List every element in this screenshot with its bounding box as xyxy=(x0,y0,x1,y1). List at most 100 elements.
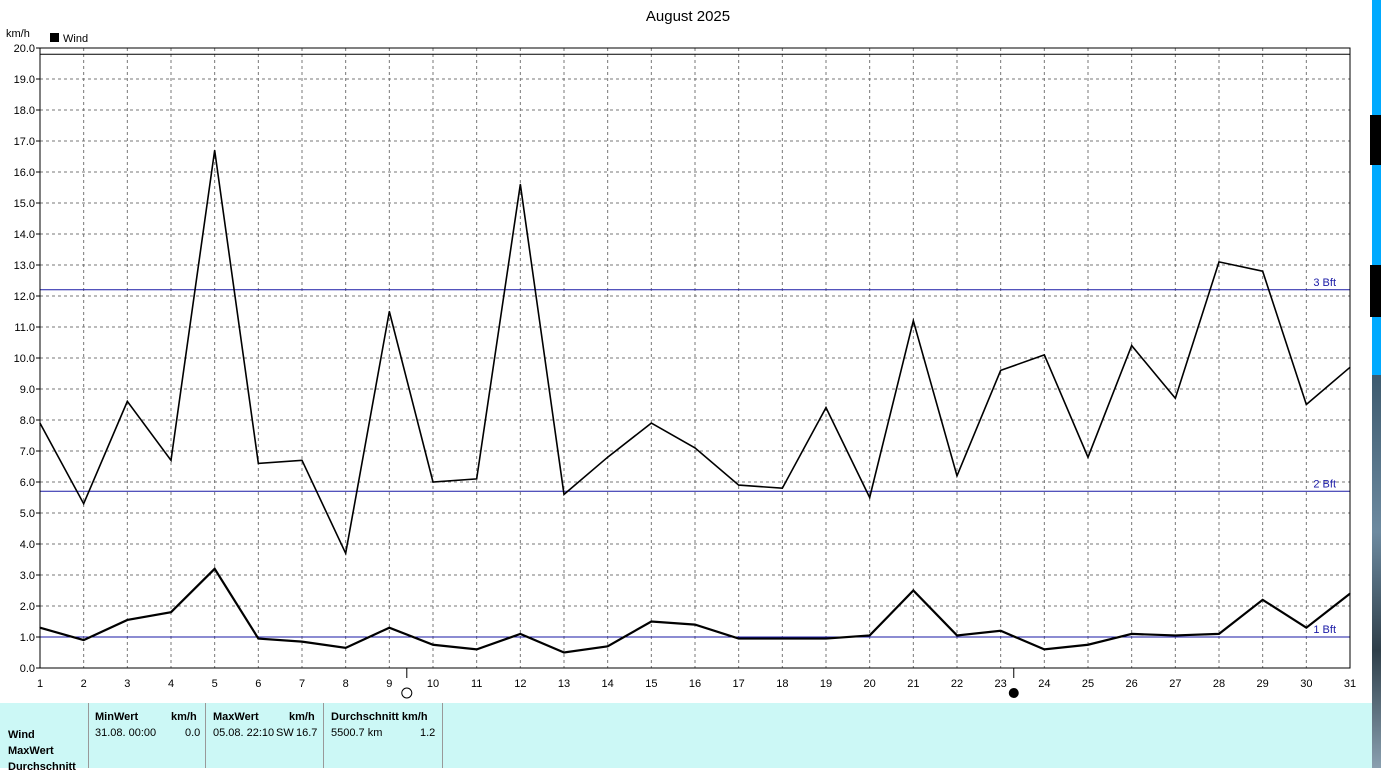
max-column: MaxWert km/h 05.08. 22:10 SW 16.7 xyxy=(205,703,323,768)
data-point xyxy=(694,447,696,449)
x-tick-label: 10 xyxy=(427,678,439,690)
x-tick-labels: 1 2 3 4 5 6 7 8 9 10 11 12 13 14 15 16 17 18 19 20 21 22 23 24 2… xyxy=(37,678,1356,690)
data-point xyxy=(825,637,827,640)
plot-frame xyxy=(39,47,1351,669)
data-point xyxy=(257,462,259,464)
series-lines xyxy=(39,149,1351,654)
max-header: MaxWert xyxy=(213,711,259,723)
x-tick-label: 4 xyxy=(168,678,174,690)
data-point xyxy=(1262,270,1264,272)
data-point xyxy=(912,589,914,592)
x-tick-label: 1 xyxy=(37,678,43,690)
reference-lines: 3 Bft 2 Bft 1 Bft xyxy=(40,53,1350,638)
x-tick-label: 24 xyxy=(1038,678,1050,690)
x-tick-label: 22 xyxy=(951,678,963,690)
data-point xyxy=(650,422,652,424)
data-point xyxy=(1305,627,1307,629)
legend-label: Wind xyxy=(63,33,88,45)
data-point xyxy=(563,493,565,495)
max-value: 16.7 xyxy=(296,727,318,739)
x-tick-label: 31 xyxy=(1344,678,1356,690)
data-point xyxy=(1218,633,1220,635)
min-header: MinWert xyxy=(95,711,139,723)
data-point xyxy=(1174,397,1176,399)
y-tick-label: 14.0 xyxy=(14,229,35,241)
y-tick-label: 11.0 xyxy=(14,322,35,334)
x-tick-label: 12 xyxy=(514,678,526,690)
x-tick-label: 23 xyxy=(995,678,1007,690)
data-point xyxy=(1218,261,1220,263)
y-tick-label: 9.0 xyxy=(20,384,35,396)
x-tick-label: 11 xyxy=(471,678,482,690)
x-tick-label: 8 xyxy=(343,678,349,690)
y-tick-label: 10.0 xyxy=(14,353,35,365)
data-point xyxy=(126,619,128,621)
x-tick-label: 18 xyxy=(776,678,788,690)
data-point xyxy=(650,620,652,623)
series-line xyxy=(39,567,1351,654)
x-tick-label: 28 xyxy=(1213,678,1225,690)
min-date: 31.08. 00:00 xyxy=(95,727,157,739)
data-point xyxy=(170,459,172,461)
y-tick-label: 2.0 xyxy=(20,601,35,613)
x-tick-label: 29 xyxy=(1257,678,1269,690)
y-tick-label: 12.0 xyxy=(14,291,35,303)
chart-title: August 2025 xyxy=(646,8,730,25)
x-tick-label: 27 xyxy=(1169,678,1181,690)
x-tick-label: 5 xyxy=(212,678,218,690)
x-tick-label: 21 xyxy=(907,678,919,690)
data-point xyxy=(956,634,958,637)
data-point xyxy=(476,478,478,480)
min-value: 0.0 xyxy=(185,727,201,739)
data-point xyxy=(1000,630,1002,632)
x-tick-label: 20 xyxy=(864,678,876,690)
data-point xyxy=(1043,354,1045,356)
avg-value: 1.2 xyxy=(420,727,436,739)
data-point xyxy=(607,645,609,647)
max-date: 05.08. 22:10 xyxy=(213,727,275,739)
data-point xyxy=(1043,648,1045,651)
x-tick-label: 26 xyxy=(1126,678,1138,690)
x-tick-label: 16 xyxy=(689,678,701,690)
y-tick-label: 19.0 xyxy=(14,74,35,86)
data-point xyxy=(432,644,434,646)
y-tick-labels: 0.0 1.0 2.0 3.0 4.0 5.0 6.0 7.0 8.0 9.0 10.0 11.0 12… xyxy=(14,43,40,675)
data-point xyxy=(257,637,259,640)
y-tick-label: 15.0 xyxy=(14,198,35,210)
x-tick-label: 15 xyxy=(645,678,657,690)
data-point xyxy=(519,633,521,635)
x-tick-label: 13 xyxy=(558,678,570,690)
avg-column: Durchschnitt km/h 5500.7 km 1.2 xyxy=(323,703,443,768)
legend-swatch xyxy=(50,33,59,42)
y-tick-label: 7.0 xyxy=(20,446,35,458)
edge-fragment xyxy=(1370,265,1381,317)
max-direction: SW xyxy=(276,727,294,739)
y-tick-label: 20.0 xyxy=(14,43,35,55)
data-point xyxy=(1087,644,1089,646)
x-tick-label: 6 xyxy=(255,678,261,690)
data-point xyxy=(388,627,390,629)
x-tick-label: 14 xyxy=(602,678,614,690)
full-moon-icon xyxy=(401,687,413,699)
blue-panel xyxy=(1372,0,1381,375)
data-point xyxy=(83,503,85,505)
data-point xyxy=(301,459,303,461)
data-point xyxy=(1174,634,1176,637)
data-point xyxy=(345,647,347,649)
y-tick-label: 6.0 xyxy=(20,477,35,489)
data-point xyxy=(781,637,783,640)
data-point xyxy=(1305,403,1307,406)
x-tick-label: 9 xyxy=(386,678,392,690)
data-point xyxy=(83,639,85,641)
reference-line-label: 1 Bft xyxy=(1313,624,1336,636)
data-point xyxy=(869,634,871,637)
data-point xyxy=(738,484,740,486)
background-photo xyxy=(1372,375,1381,768)
data-point xyxy=(1131,345,1133,347)
new-moon-icon xyxy=(1008,688,1019,698)
stats-panel: Wind MaxWert Durchschnitt MinWert km/h 3… xyxy=(0,703,1372,773)
avg-distance: 5500.7 km xyxy=(331,727,383,739)
x-tick-label: 30 xyxy=(1300,678,1312,690)
data-point xyxy=(214,568,216,570)
data-point xyxy=(519,183,521,185)
